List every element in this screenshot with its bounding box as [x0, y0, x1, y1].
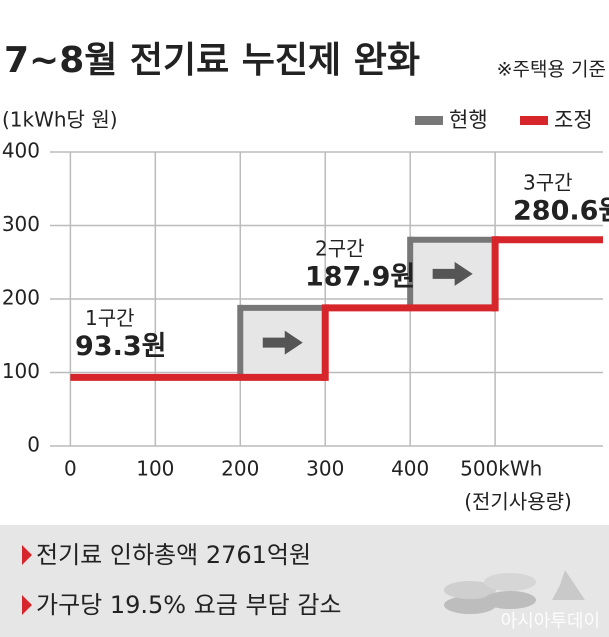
segment-label: 3구간 — [523, 170, 573, 194]
x-tick-label: 400 — [391, 457, 429, 481]
credit: 아시아투데이 — [501, 611, 600, 632]
value-label: 280.6원 — [513, 195, 609, 226]
bullet — [22, 545, 32, 565]
bullet — [22, 595, 32, 615]
legend-swatch — [520, 116, 548, 125]
y-axis-label: (1kWh당 원) — [2, 108, 118, 132]
segment-label: 1구간 — [85, 306, 135, 330]
shift-arrow — [262, 330, 303, 355]
value-label: 187.9원 — [305, 261, 415, 292]
note: 가구당 19.5% 요금 부담 감소 — [36, 591, 341, 619]
note: 전기료 인하총액 2761억원 — [36, 541, 311, 569]
y-tick-label: 100 — [2, 359, 40, 383]
y-tick-label: 400 — [2, 139, 40, 163]
value-label: 93.3원 — [75, 331, 166, 362]
coins-decoration — [405, 545, 585, 614]
y-tick-label: 200 — [2, 286, 40, 310]
x-tick-label: 500kWh — [460, 457, 542, 481]
x-tick-label: 0 — [64, 457, 77, 481]
chart-title: 7~8월 전기료 누진제 완화 — [4, 40, 420, 81]
subtitle: ※주택용 기준 — [497, 59, 606, 81]
x-tick-label: 300 — [306, 457, 344, 481]
shift-arrow — [432, 261, 473, 286]
x-axis-label: (전기사용량) — [464, 490, 572, 514]
x-tick-label: 200 — [221, 457, 259, 481]
segment-label: 2구간 — [315, 236, 365, 260]
legend-swatch — [415, 116, 443, 125]
y-tick-label: 300 — [2, 212, 40, 236]
x-tick-label: 100 — [136, 457, 174, 481]
legend-label: 현행 — [449, 108, 488, 132]
legend-label: 조정 — [554, 108, 593, 132]
y-tick-label: 0 — [27, 433, 40, 457]
